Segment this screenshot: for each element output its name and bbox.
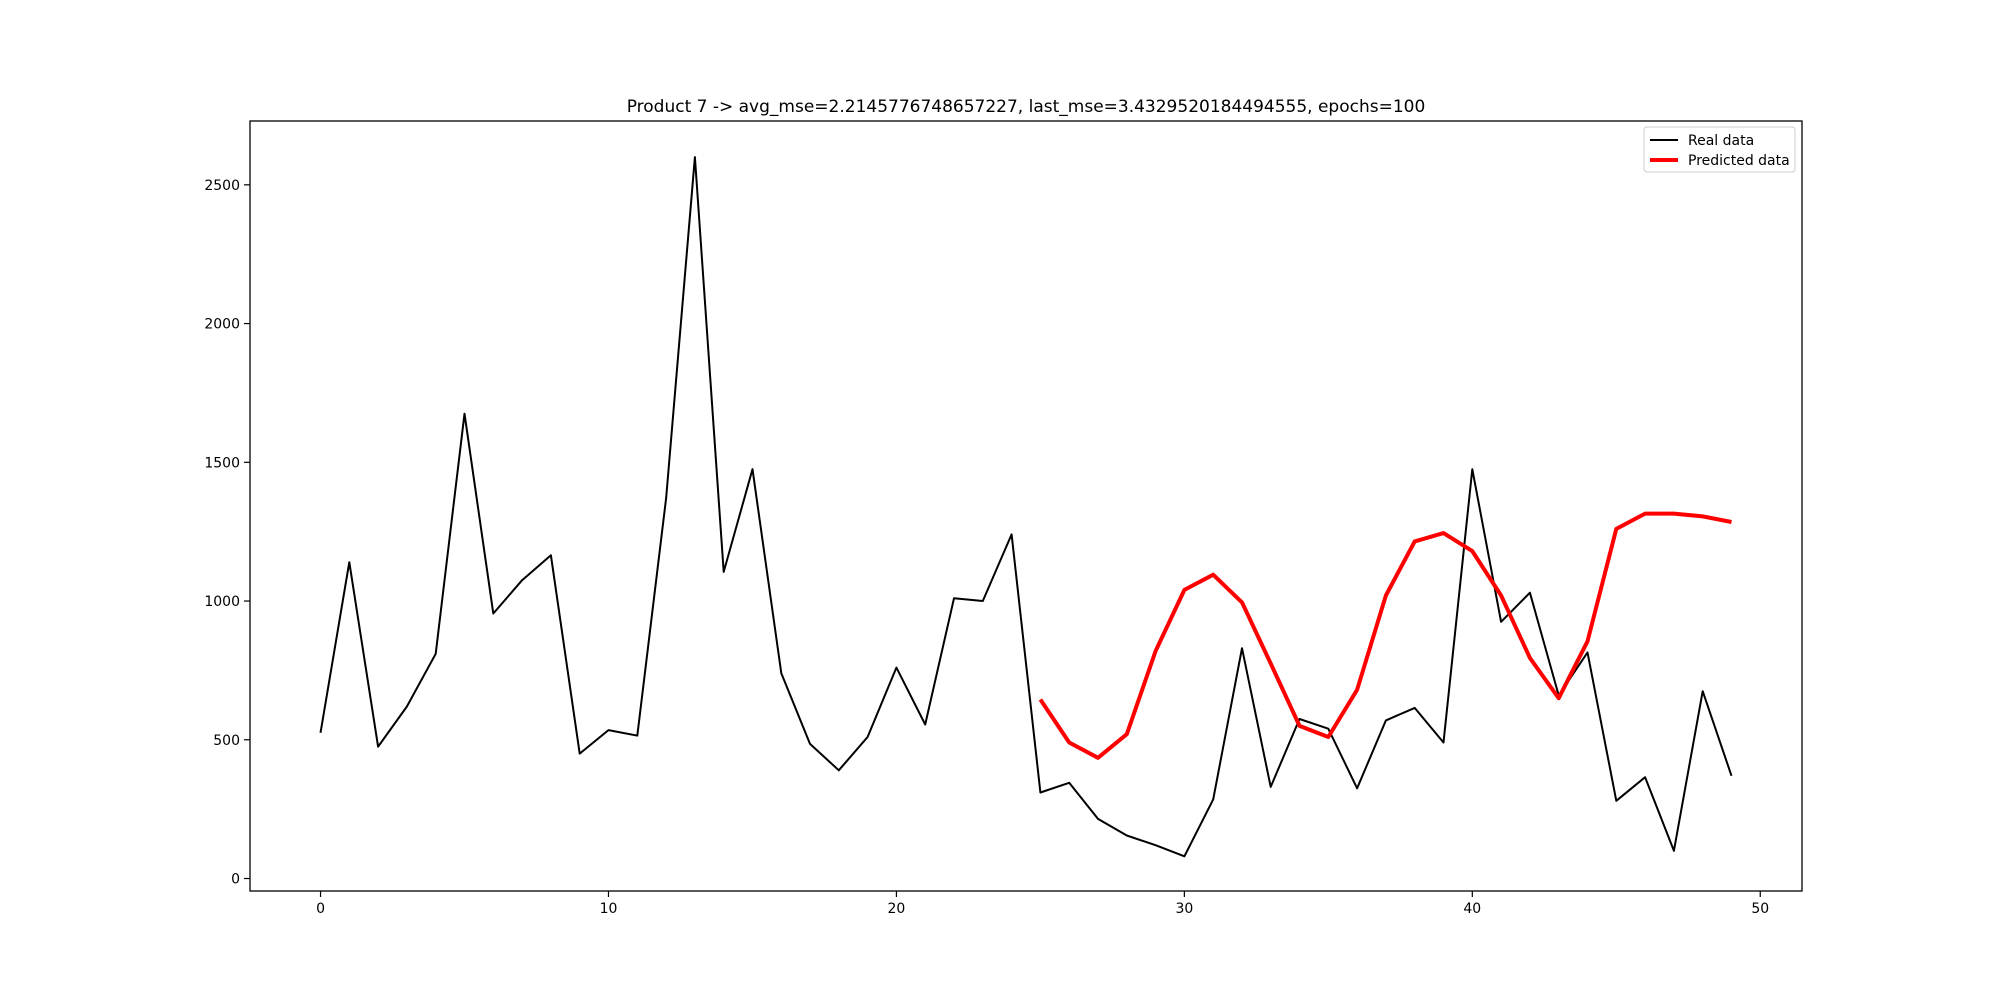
y-tick-label: 1500 xyxy=(204,455,240,471)
x-tick-label: 50 xyxy=(1751,901,1769,917)
plot-frame xyxy=(249,120,1803,892)
plot-marks xyxy=(319,156,1733,858)
x-tick-label: 10 xyxy=(600,901,618,917)
x-tick-label: 40 xyxy=(1463,901,1481,917)
legend-label: Predicted data xyxy=(1688,153,1790,169)
x-tick-label: 30 xyxy=(1175,901,1193,917)
x-tick-label: 0 xyxy=(316,901,325,917)
y-tick-label: 500 xyxy=(213,733,240,749)
series-line-predicted-data xyxy=(1038,511,1732,760)
x-tick-label: 20 xyxy=(888,901,906,917)
legend: Real data Predicted data xyxy=(1643,126,1796,173)
y-tick-label: 2500 xyxy=(204,178,240,194)
chart-title: Product 7 -> avg_mse=2.2145776748657227,… xyxy=(627,97,1426,117)
y-tick-label: 1000 xyxy=(204,594,240,610)
legend-box xyxy=(1643,126,1796,173)
y-tick-label: 0 xyxy=(231,872,240,888)
y-tick-label: 2000 xyxy=(204,317,240,333)
legend-label: Real data xyxy=(1688,133,1754,149)
series-line-real-data xyxy=(319,156,1733,858)
